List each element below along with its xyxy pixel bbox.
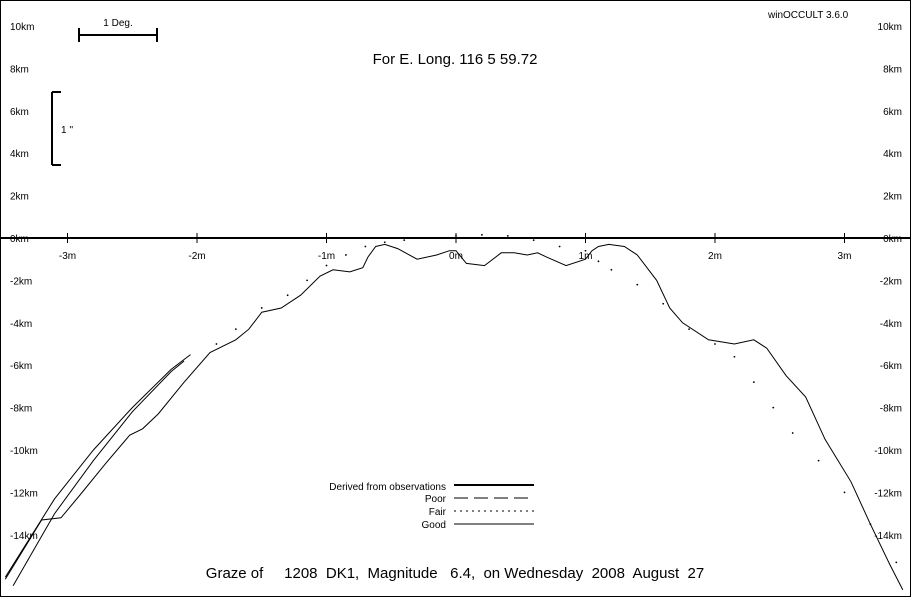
y-tick-label-right-12: -14km <box>874 531 902 542</box>
fair-point-27 <box>817 459 820 462</box>
good-profile-line-2 <box>4 354 191 578</box>
fair-point-10 <box>429 237 431 239</box>
y-tick-label-left-10: -10km <box>10 446 38 457</box>
fair-point-4 <box>306 279 308 282</box>
fair-point-0 <box>215 343 218 345</box>
fair-point-22 <box>714 343 716 345</box>
y-ticks: 10km 10km 8km 8km 6km 6km 4km 4km 2km 2km 0km 0km -2… <box>10 22 902 542</box>
x-tick-label-5: 2m <box>708 251 722 262</box>
y-tick-label-left-12: -14km <box>10 531 38 542</box>
series-group <box>4 233 904 591</box>
fair-point-2 <box>260 307 263 309</box>
y-tick-label-right-4: 2km <box>883 192 902 203</box>
y-tick-label-right-7: -4km <box>880 319 902 330</box>
x-tick-label-0: -3m <box>59 251 76 262</box>
fair-point-3 <box>286 294 289 297</box>
fair-point-21 <box>688 328 690 331</box>
y-tick-label-left-4: 2km <box>10 192 29 203</box>
fair-point-25 <box>772 406 775 409</box>
y-tick-label-right-8: -6km <box>880 361 902 372</box>
x-ticks: -3m -2m -1m 0m 1m 2m 3m <box>59 233 852 262</box>
fair-point-8 <box>383 241 386 244</box>
fair-point-29 <box>869 523 872 526</box>
y-tick-label-right-11: -12km <box>874 488 902 499</box>
fair-point-28 <box>843 491 846 494</box>
degree-scale-bar: 1 Deg. <box>78 18 158 42</box>
x-tick-label-3: 0m <box>449 251 463 262</box>
graze-footer: Graze of 1208 DK1, Magnitude 6.4, on Wed… <box>206 565 704 582</box>
fair-point-20 <box>662 302 665 305</box>
fair-point-18 <box>610 268 613 271</box>
x-tick-label-4: 1m <box>579 251 593 262</box>
fair-point-16 <box>584 249 587 252</box>
y-tick-label-left-3: 4km <box>10 149 29 160</box>
legend-derived-label: Derived from observations <box>329 482 446 493</box>
arcsec-scale-bar: 1 '' <box>51 91 73 166</box>
arcsec-scale-label: 1 '' <box>61 125 73 136</box>
x-tick-label-6: 3m <box>838 251 852 262</box>
legend-poor-label: Poor <box>425 494 447 505</box>
y-tick-label-right-6: -2km <box>880 276 902 287</box>
fair-point-17 <box>597 260 600 263</box>
y-tick-label-right-9: -8km <box>880 404 902 415</box>
fair-point-12 <box>481 233 483 236</box>
legend-fair-label: Fair <box>429 507 447 518</box>
degree-scale-label: 1 Deg. <box>103 18 132 29</box>
y-tick-label-right-0: 10km <box>878 22 902 33</box>
fair-point-23 <box>733 355 736 358</box>
y-tick-label-left-5: 0km <box>10 234 29 245</box>
y-tick-label-left-11: -12km <box>10 488 38 499</box>
fair-point-11 <box>455 234 457 237</box>
fair-point-5 <box>325 264 328 267</box>
fair-point-7 <box>364 245 367 248</box>
legend-good-label: Good <box>422 520 446 531</box>
fair-point-30 <box>895 561 898 564</box>
fair-point-26 <box>791 432 794 434</box>
fair-point-14 <box>532 239 535 242</box>
y-tick-label-right-3: 4km <box>883 149 902 160</box>
y-tick-label-left-6: -2km <box>10 276 32 287</box>
fair-point-9 <box>403 239 406 242</box>
fair-point-6 <box>345 254 347 256</box>
good-profile-line-1 <box>12 360 185 586</box>
y-tick-label-left-0: 10km <box>10 22 34 33</box>
fair-point-1 <box>234 328 237 331</box>
fair-point-24 <box>752 381 755 384</box>
y-tick-label-left-8: -6km <box>10 361 32 372</box>
y-tick-label-left-7: -4km <box>10 319 32 330</box>
y-tick-label-left-1: 8km <box>10 64 29 75</box>
y-tick-label-right-5: 0km <box>883 234 902 245</box>
y-tick-label-left-2: 6km <box>10 107 29 118</box>
y-tick-label-right-1: 8km <box>883 64 902 75</box>
x-tick-label-2: -1m <box>318 251 335 262</box>
fair-point-15 <box>558 245 561 248</box>
app-version-label: winOCCULT 3.6.0 <box>767 10 849 21</box>
legend: Derived from observations Poor Fair Good <box>329 482 534 531</box>
x-tick-label-1: -2m <box>188 251 205 262</box>
y-tick-label-right-10: -10km <box>874 446 902 457</box>
y-tick-label-right-2: 6km <box>883 107 902 118</box>
good-profile-line-0 <box>4 243 904 591</box>
fair-point-13 <box>506 234 509 237</box>
y-tick-label-left-9: -8km <box>10 404 32 415</box>
longitude-header: For E. Long. 116 5 59.72 <box>373 51 538 68</box>
fair-point-19 <box>636 283 639 286</box>
